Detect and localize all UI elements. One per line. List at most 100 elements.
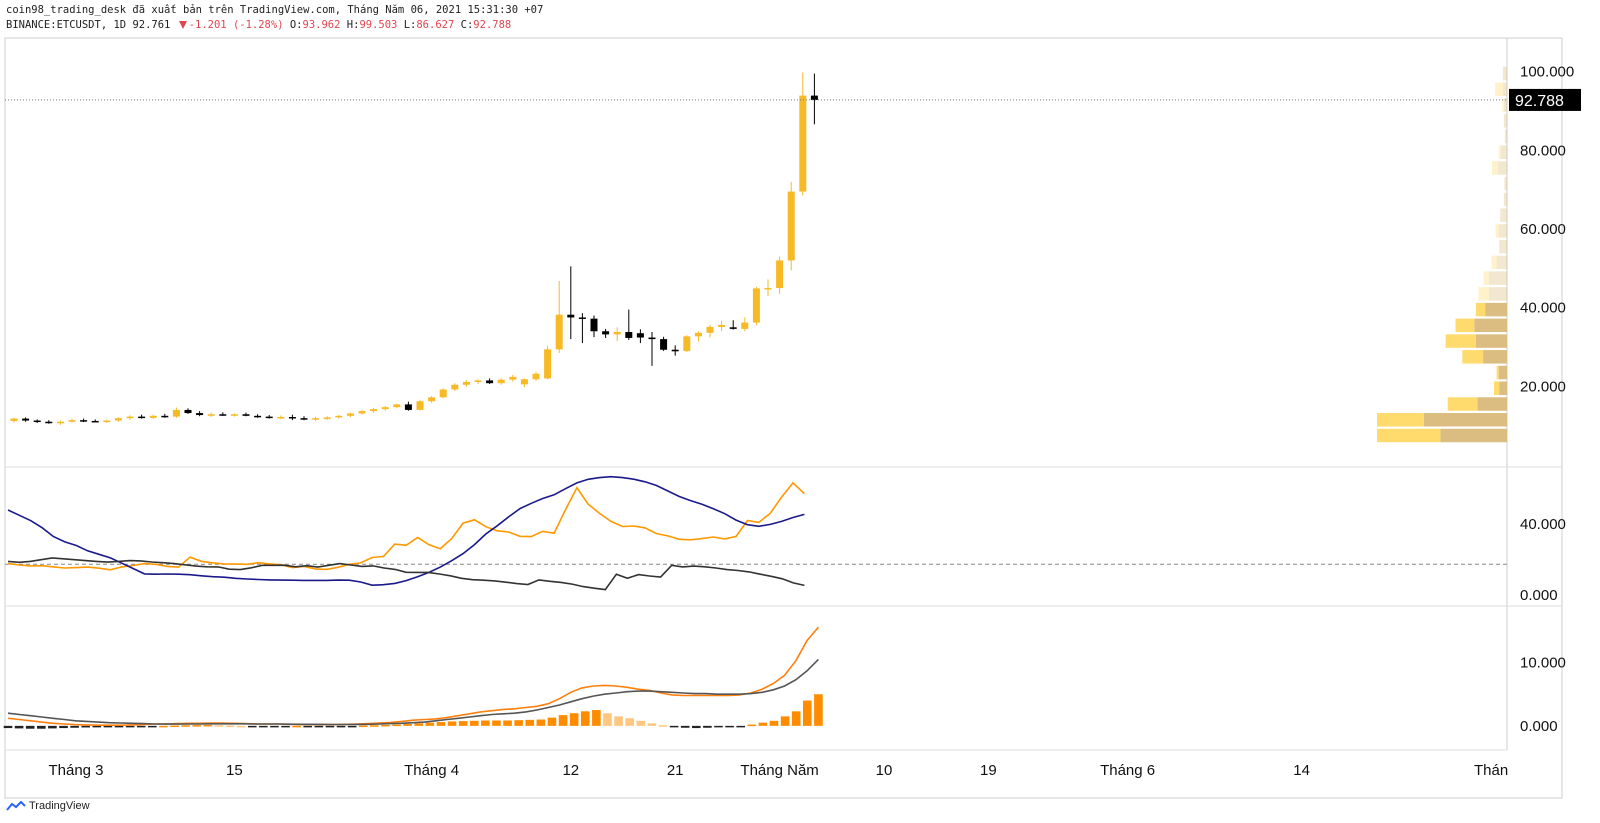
candle-body: [729, 327, 737, 329]
candle-body: [45, 421, 53, 424]
volume-profile-bar-down: [1502, 66, 1507, 81]
macd-histogram-bar: [370, 725, 379, 727]
macd-axis-tick-label: 0.000: [1520, 718, 1558, 735]
candle-body: [230, 414, 238, 416]
candle-body: [91, 420, 99, 423]
candle-body: [381, 407, 389, 410]
volume-profile-bar-up: [1483, 271, 1489, 285]
volume-profile-bar-up: [1462, 350, 1484, 364]
symbol-label: BINANCE:ETCUSDT, 1D: [6, 19, 127, 31]
volume-profile: [1377, 66, 1507, 443]
candle-body: [393, 404, 401, 408]
volume-profile-bar-up: [1491, 161, 1499, 175]
macd-pane: [3, 626, 823, 729]
candle-body: [787, 191, 795, 261]
volume-profile-bar-down: [1498, 161, 1507, 175]
volume-profile-bar-down: [1503, 114, 1507, 128]
candle-body: [810, 95, 818, 100]
footer-brand-label: TradingView: [29, 800, 90, 812]
candle-body: [555, 314, 563, 350]
candle-body: [10, 418, 18, 421]
volume-profile-bar-up: [1377, 413, 1424, 427]
volume-profile-bar-up: [1502, 98, 1504, 112]
macd-histogram-bar: [148, 725, 157, 728]
volume-profile-bar-down: [1423, 413, 1507, 427]
macd-histogram-bar: [714, 725, 723, 728]
candle-body: [114, 418, 122, 421]
volume-profile-bar-down: [1477, 397, 1507, 411]
time-axis-tick-label: 19: [980, 762, 997, 779]
macd-histogram-bar: [614, 716, 623, 726]
candle-body: [741, 322, 749, 329]
time-axis-tick-label: Tháng 6: [1100, 762, 1155, 779]
macd-histogram-bar: [481, 720, 490, 726]
time-axis-tick-label: 12: [562, 762, 579, 779]
candle-body: [56, 421, 64, 424]
macd-histogram-bar: [136, 725, 146, 728]
macd-histogram-bar: [658, 725, 668, 727]
volume-profile-bar-up: [1494, 381, 1500, 396]
indicator-series-line: [7, 475, 805, 587]
time-axis-tick-label: 10: [876, 762, 893, 779]
volume-profile-bar-down: [1474, 318, 1507, 333]
candle-body: [497, 379, 505, 384]
macd-histogram-bar: [647, 723, 657, 726]
candle-body: [219, 414, 227, 416]
price-pane: [5, 72, 1507, 425]
macd-histogram-bar: [170, 725, 179, 728]
macd-histogram-bar: [414, 723, 424, 726]
candle-body: [149, 415, 157, 418]
candle-body: [671, 349, 679, 352]
macd-histogram-bar: [758, 722, 768, 726]
macd-histogram-bar: [814, 694, 823, 726]
candle-body: [752, 288, 760, 323]
candle-body: [590, 318, 598, 332]
candle-body: [184, 409, 192, 414]
volume-profile-bar-up: [1475, 302, 1486, 317]
price-axis-tick-label: 20.000: [1520, 378, 1566, 395]
macd-histogram-bar: [314, 725, 324, 728]
candle-body: [718, 324, 726, 327]
volume-profile-bar-down: [1504, 129, 1507, 144]
volume-profile-bar-up: [1445, 334, 1476, 348]
tradingview-logo-icon: [6, 801, 26, 811]
volume-profile-bar-down: [1500, 208, 1507, 222]
macd-histogram-bar: [592, 710, 601, 726]
macd-histogram-bar: [447, 721, 457, 726]
candle-body: [544, 349, 552, 379]
candle-body: [288, 417, 296, 419]
macd-histogram-bar: [281, 725, 290, 728]
macd-histogram-bar: [70, 725, 79, 728]
macd-histogram-bar: [358, 725, 368, 728]
volume-profile-bar-up: [1491, 255, 1497, 270]
macd-histogram-bar: [503, 720, 512, 726]
candle-body: [625, 332, 633, 338]
macd-histogram-bar: [703, 725, 712, 728]
macd-histogram-bar: [669, 725, 679, 728]
candle-body: [370, 409, 378, 412]
macd-histogram-bar: [791, 711, 801, 726]
candle-body: [578, 317, 586, 319]
macd-histogram-bar: [48, 725, 57, 729]
volume-profile-bar-down: [1503, 98, 1507, 112]
candle-body: [764, 287, 772, 290]
macd-histogram-bar: [236, 725, 246, 728]
macd-histogram-bar: [547, 717, 557, 726]
macd-histogram-bar: [802, 700, 812, 726]
candle-body: [776, 260, 784, 288]
candle-body: [138, 416, 146, 419]
time-axis-tick-label: Tháng 3: [48, 762, 103, 779]
macd-histogram-bar: [25, 725, 35, 729]
time-axis-tick-label: Tháng Năm: [740, 762, 818, 779]
candle-body: [706, 326, 714, 333]
macd-histogram-bar: [392, 724, 401, 727]
volume-profile-bar-down: [1503, 192, 1507, 207]
macd-histogram-bar: [769, 720, 779, 726]
macd-histogram-bar: [225, 725, 235, 728]
volume-profile-bar-up: [1495, 82, 1503, 97]
macd-histogram-bar: [92, 725, 102, 728]
candle-body: [486, 380, 494, 384]
candle-body: [161, 415, 169, 418]
volume-profile-bar-down: [1498, 224, 1507, 238]
